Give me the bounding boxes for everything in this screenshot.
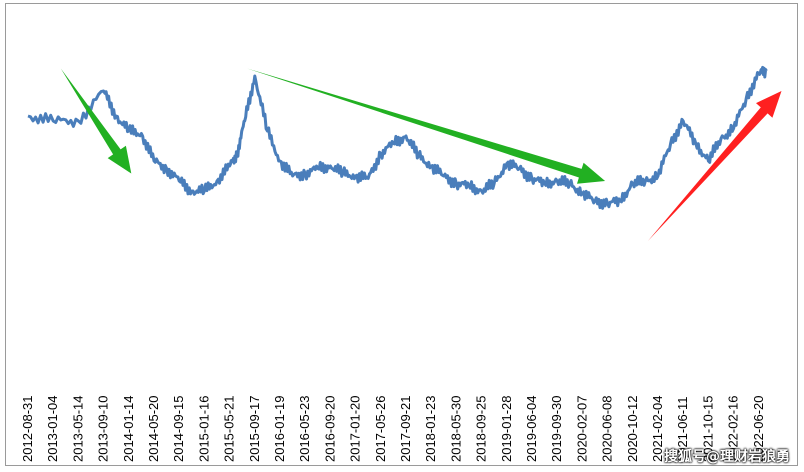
- x-tick-label: 2018-05-30: [448, 395, 463, 462]
- line-chart: 2012-08-31 2013-01-04 2013-05-14 2013-09-10…: [20, 65, 782, 463]
- x-tick-label: 2018-01-23: [423, 396, 438, 463]
- x-tick-label: 2014-05-20: [146, 396, 161, 463]
- x-tick-label: 2017-09-21: [398, 396, 413, 463]
- x-tick-label: 2017-05-26: [373, 396, 388, 463]
- price-line: [27, 65, 768, 210]
- x-tick-label: 2021-10-15: [700, 396, 715, 463]
- x-tick-label: 2013-01-04: [45, 396, 60, 463]
- x-tick-label: 2016-05-23: [297, 396, 312, 463]
- x-tick-label: 2018-09-25: [474, 396, 489, 462]
- x-tick-label: 2015-09-17: [247, 396, 262, 463]
- trend-arrow-3: [647, 91, 782, 241]
- x-tick-label: 2013-05-14: [70, 396, 85, 463]
- x-tick-label: 2017-01-20: [348, 396, 363, 463]
- trend-arrow-1: [60, 68, 132, 174]
- x-tick-label: 2020-10-12: [625, 396, 640, 463]
- trend-arrow-2: [247, 68, 606, 184]
- x-tick-label: 2021-02-04: [650, 396, 665, 463]
- x-tick-label: 2022-02-16: [726, 396, 741, 463]
- x-tick-label: 2014-09-15: [171, 396, 186, 463]
- x-tick-label: 2021-06-11: [675, 396, 690, 462]
- x-tick-label: 2014-01-14: [121, 396, 136, 463]
- x-tick-label: 2020-06-08: [600, 396, 615, 463]
- x-tick-label: 2020-02-07: [574, 396, 589, 463]
- x-tick-label: 2019-09-30: [549, 396, 564, 463]
- x-tick-label: 2016-01-19: [272, 396, 287, 463]
- watermark-text: 搜狐号@理财岩狼勇: [664, 449, 790, 465]
- x-tick-label: 2012-08-31: [20, 396, 35, 463]
- x-tick-label: 2019-01-28: [499, 396, 514, 463]
- x-tick-label: 2015-01-16: [196, 396, 211, 463]
- x-tick-label: 2016-09-20: [322, 396, 337, 463]
- x-tick-label: 2013-09-10: [96, 396, 111, 463]
- x-tick-label: 2015-05-21: [222, 396, 237, 463]
- x-tick-label: 2019-06-04: [524, 396, 539, 463]
- x-tick-label: 2022-06-20: [751, 396, 766, 463]
- chart-frame: 2012-08-31 2013-01-04 2013-05-14 2013-09-10…: [5, 3, 798, 466]
